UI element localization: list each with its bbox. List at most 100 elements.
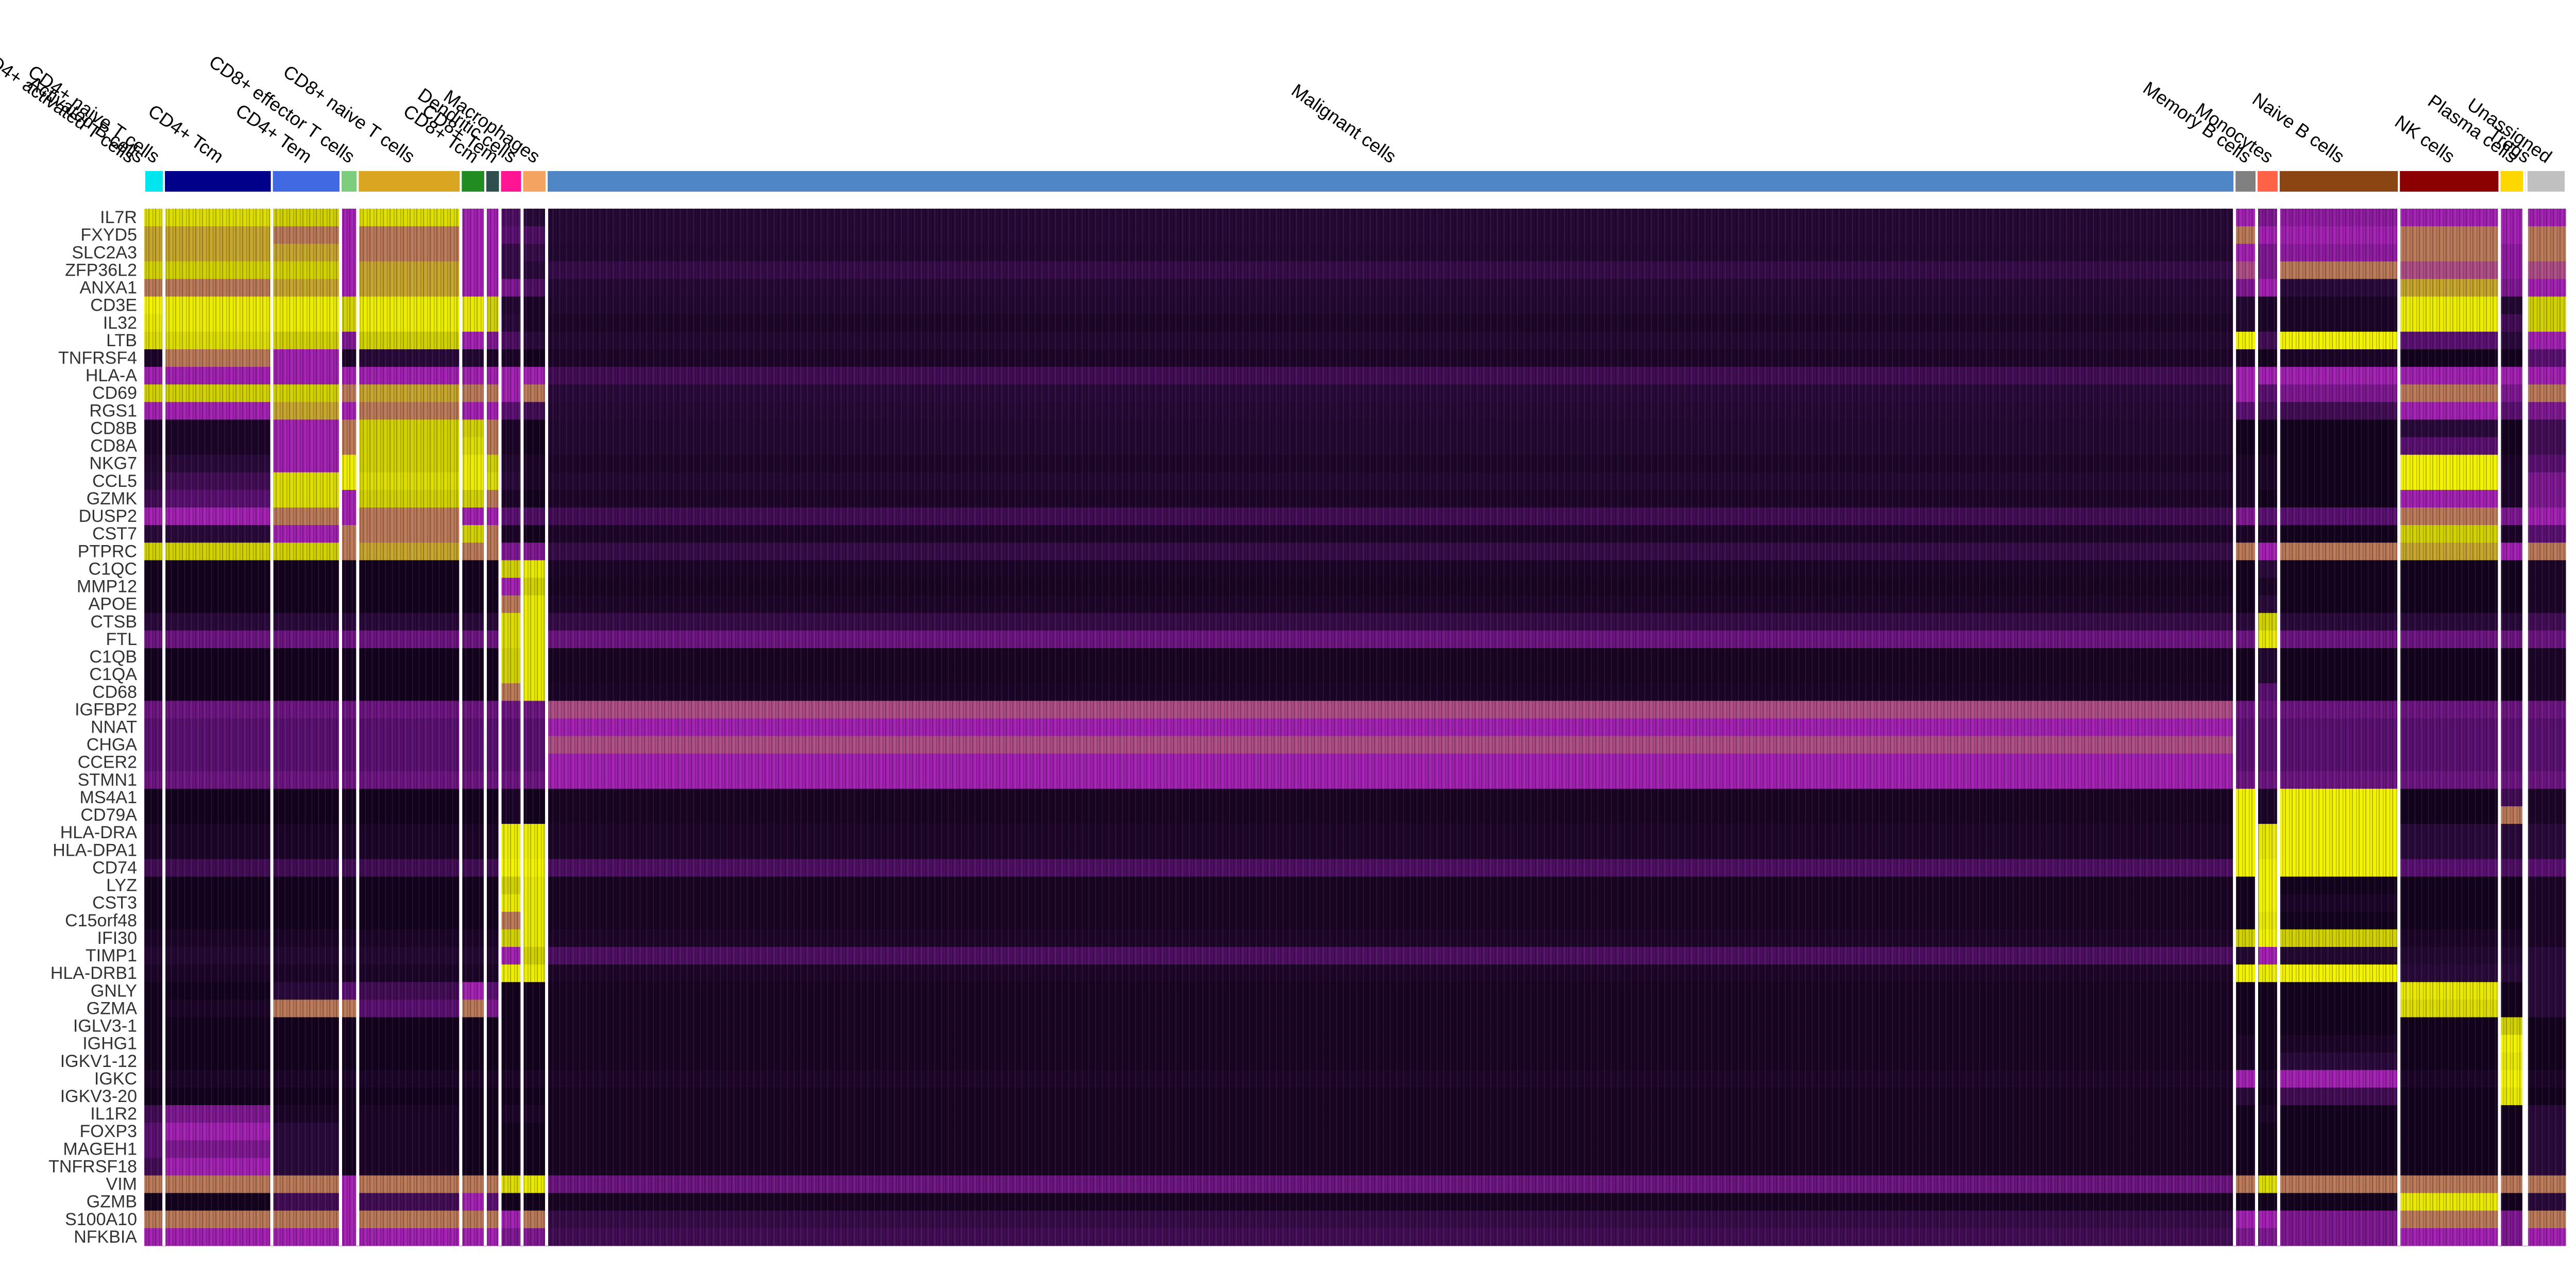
heatmap-cell: [2257, 454, 2279, 473]
heatmap-cell: [2257, 1228, 2279, 1246]
heatmap-cell: [500, 666, 522, 684]
heatmap-cell: [522, 648, 547, 666]
heatmap-cell: [272, 1123, 341, 1141]
heatmap-cell: [2399, 894, 2500, 912]
heatmap-cell: [2526, 296, 2566, 315]
heatmap-cell: [500, 543, 522, 561]
heatmap-cell: [2278, 1228, 2399, 1246]
heatmap-cell: [2257, 1087, 2279, 1106]
heatmap-cell: [2499, 736, 2524, 754]
heatmap-cell: [522, 894, 547, 912]
heatmap-cell: [2399, 489, 2500, 508]
heatmap-cell: [2399, 1175, 2500, 1194]
heatmap-cell: [2526, 349, 2566, 367]
heatmap-cell: [522, 472, 547, 490]
heatmap-cell: [144, 1140, 164, 1158]
heatmap-cell: [2257, 419, 2279, 438]
heatmap-cell: [340, 209, 358, 227]
heatmap-cell: [522, 402, 547, 420]
heatmap-cell: [2399, 771, 2500, 789]
heatmap-cell: [2257, 718, 2279, 737]
heatmap-cell: [2399, 982, 2500, 1000]
group-separator: [338, 209, 342, 1246]
heatmap-cell: [164, 859, 273, 877]
heatmap-cell: [2234, 349, 2257, 367]
heatmap-cell: [546, 736, 2235, 754]
heatmap-cell: [461, 1210, 486, 1229]
heatmap-cell: [500, 859, 522, 877]
heatmap-cell: [2234, 683, 2257, 701]
heatmap-cell: [485, 261, 500, 279]
heatmap-cell: [272, 876, 341, 895]
heatmap-cell: [2278, 946, 2399, 965]
heatmap-cell: [2234, 1052, 2257, 1071]
heatmap-cell: [2399, 841, 2500, 859]
heatmap-cell: [164, 279, 273, 297]
heatmap-cell: [144, 1052, 164, 1071]
heatmap-cell: [164, 419, 273, 438]
heatmap-cell: [485, 543, 500, 561]
heatmap-cell: [2399, 613, 2500, 631]
heatmap-cell: [2257, 1210, 2279, 1229]
heatmap-cell: [2526, 859, 2566, 877]
heatmap-cell: [485, 296, 500, 315]
heatmap-cell: [2257, 859, 2279, 877]
heatmap-cell: [164, 560, 273, 578]
heatmap-cell: [144, 419, 164, 438]
heatmap-cell: [272, 402, 341, 420]
heatmap-cell: [2278, 736, 2399, 754]
heatmap-cell: [522, 666, 547, 684]
heatmap-cell: [461, 1175, 486, 1194]
heatmap-cell: [358, 1035, 461, 1053]
group-bar-cd8-tem: [486, 171, 499, 192]
heatmap-cell: [340, 472, 358, 490]
heatmap-cell: [2234, 543, 2257, 561]
heatmap-cell: [522, 859, 547, 877]
gene-label: CD79A: [80, 805, 137, 825]
heatmap-cell: [144, 841, 164, 859]
heatmap-cell: [461, 1123, 486, 1141]
heatmap-cell: [164, 209, 273, 227]
group-separator: [520, 209, 524, 1246]
heatmap-cell: [272, 648, 341, 666]
heatmap-cell: [2499, 648, 2524, 666]
heatmap-cell: [2399, 683, 2500, 701]
heatmap-cell: [272, 806, 341, 824]
heatmap-cell: [164, 367, 273, 385]
heatmap-cell: [2234, 525, 2257, 543]
heatmap-cell: [500, 1140, 522, 1158]
heatmap-cell: [2399, 1193, 2500, 1211]
heatmap-cell: [2234, 753, 2257, 772]
heatmap-cell: [485, 1087, 500, 1106]
heatmap-cell: [144, 1105, 164, 1123]
heatmap-cell: [500, 1228, 522, 1246]
heatmap-cell: [144, 454, 164, 473]
heatmap-cell: [2499, 402, 2524, 420]
heatmap-cell: [485, 683, 500, 701]
heatmap-cell: [485, 788, 500, 807]
heatmap-cell: [500, 244, 522, 262]
heatmap-cell: [485, 525, 500, 543]
heatmap-cell: [2499, 419, 2524, 438]
heatmap-cell: [358, 454, 461, 473]
heatmap-cell: [272, 507, 341, 526]
heatmap-cell: [340, 788, 358, 807]
heatmap-cell: [500, 929, 522, 947]
heatmap-cell: [2278, 753, 2399, 772]
heatmap-cell: [485, 209, 500, 227]
heatmap-cell: [358, 578, 461, 596]
heatmap-cell: [546, 1140, 2235, 1158]
heatmap-cell: [2257, 507, 2279, 526]
heatmap-cell: [2278, 788, 2399, 807]
heatmap-cell: [500, 419, 522, 438]
heatmap-cell: [522, 788, 547, 807]
heatmap-cell: [546, 244, 2235, 262]
heatmap-cell: [144, 209, 164, 227]
gene-label: IGKV3-20: [60, 1087, 137, 1106]
heatmap-cell: [358, 946, 461, 965]
heatmap-cell: [485, 1193, 500, 1211]
heatmap-cell: [2399, 1052, 2500, 1071]
heatmap-cell: [2526, 788, 2566, 807]
group-separator: [2397, 209, 2401, 1246]
group-bar-cd4-tem: [273, 171, 340, 192]
